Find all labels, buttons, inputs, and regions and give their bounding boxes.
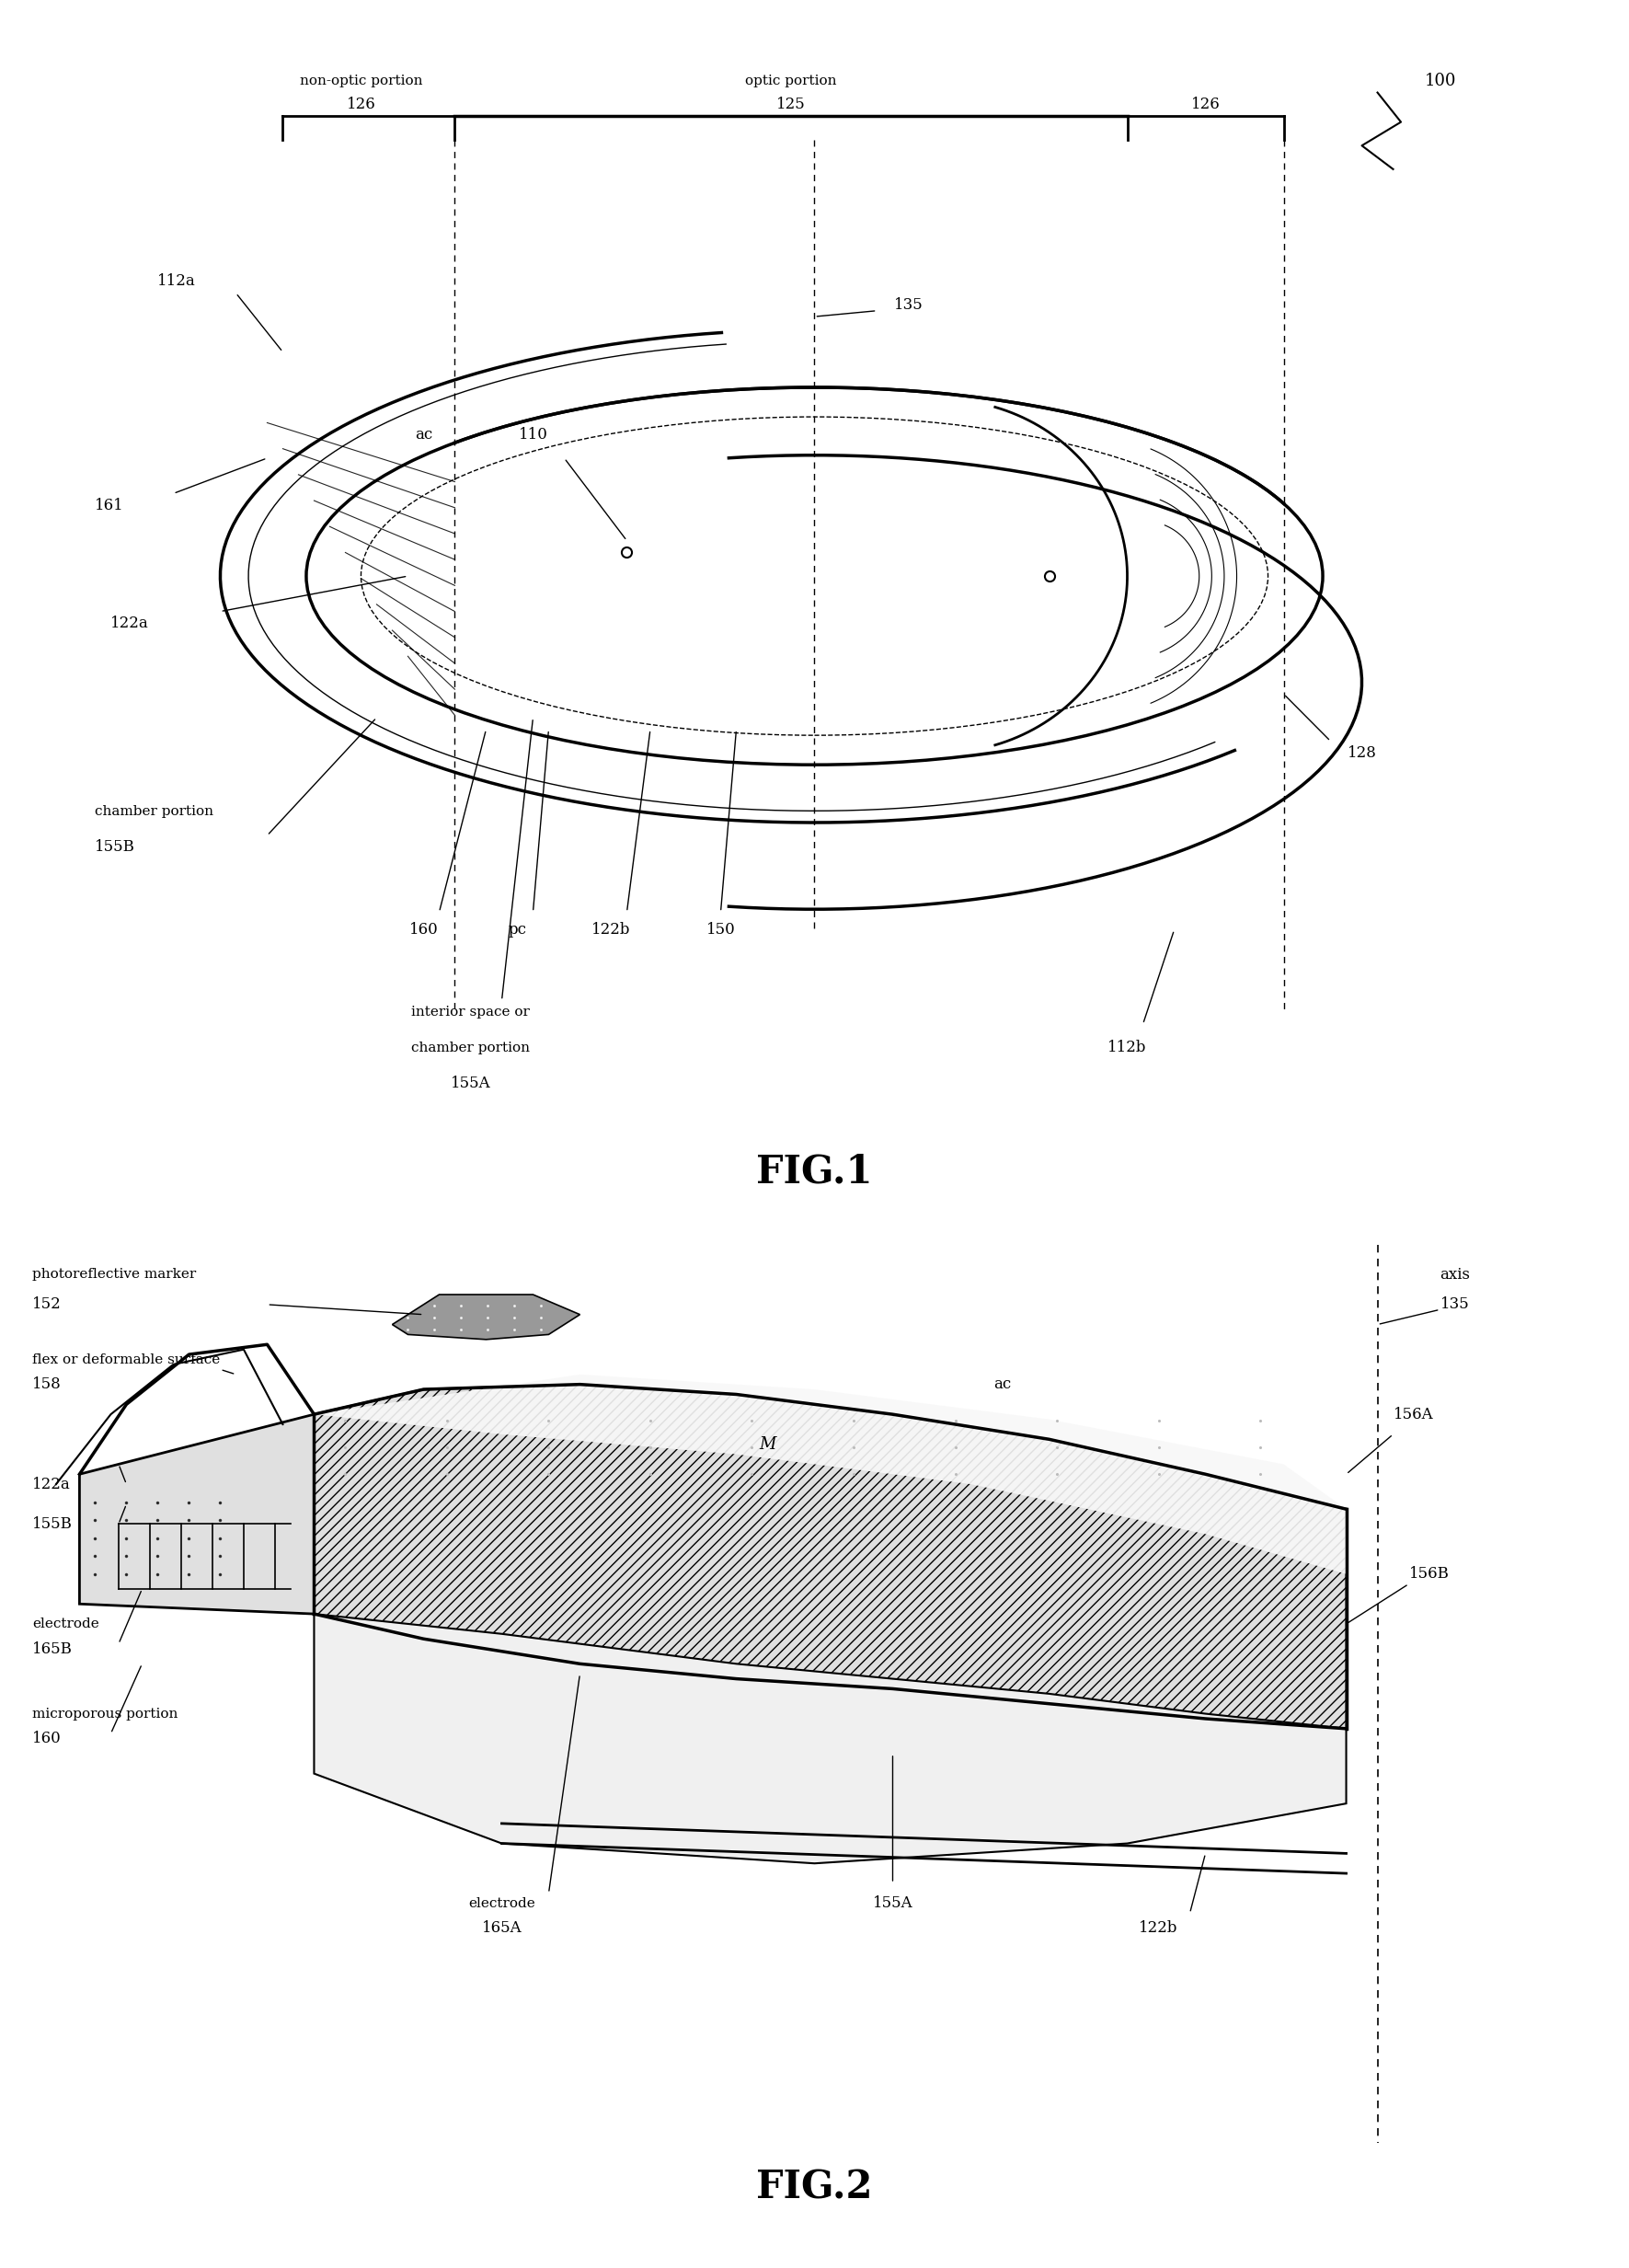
Text: electrode: electrode <box>33 1617 99 1631</box>
Text: 156B: 156B <box>1409 1567 1450 1581</box>
Text: ac: ac <box>415 426 432 442</box>
Text: M: M <box>759 1436 775 1452</box>
Text: 128: 128 <box>1347 746 1377 760</box>
Text: 156A: 156A <box>1393 1406 1434 1422</box>
Text: 126: 126 <box>1191 98 1220 111</box>
Text: FIG.1: FIG.1 <box>756 1152 873 1191</box>
Text: 160: 160 <box>409 923 438 937</box>
Text: interior space or: interior space or <box>411 1007 529 1018</box>
Polygon shape <box>314 1615 1346 1864</box>
Text: flex or deformable surface: flex or deformable surface <box>33 1354 220 1365</box>
Text: 165B: 165B <box>33 1642 73 1656</box>
Text: chamber portion: chamber portion <box>411 1041 529 1055</box>
Text: optic portion: optic portion <box>746 75 837 86</box>
Text: FIG.2: FIG.2 <box>756 2168 873 2207</box>
Text: 155A: 155A <box>873 1896 912 1912</box>
Text: 155A: 155A <box>450 1075 490 1091</box>
Text: 150: 150 <box>705 923 735 937</box>
Text: 112b: 112b <box>1108 1041 1147 1055</box>
Polygon shape <box>80 1415 314 1615</box>
Text: 155B: 155B <box>33 1517 73 1531</box>
Text: 122b: 122b <box>1139 1921 1178 1937</box>
Polygon shape <box>314 1383 1346 1728</box>
Text: 122a: 122a <box>33 1476 72 1492</box>
Text: 135: 135 <box>894 297 924 313</box>
Text: 160: 160 <box>33 1730 62 1746</box>
Text: 161: 161 <box>94 497 124 513</box>
Text: 135: 135 <box>1440 1297 1469 1313</box>
Text: 165A: 165A <box>482 1921 521 1937</box>
Text: 122b: 122b <box>591 923 630 937</box>
Text: 152: 152 <box>33 1297 62 1313</box>
Text: 126: 126 <box>347 98 376 111</box>
Text: 100: 100 <box>1424 73 1456 88</box>
Text: ac: ac <box>994 1377 1012 1393</box>
Text: 112a: 112a <box>158 274 195 288</box>
Text: 125: 125 <box>777 98 806 111</box>
Polygon shape <box>393 1295 580 1340</box>
Text: electrode: electrode <box>468 1896 536 1910</box>
Text: axis: axis <box>1440 1268 1471 1281</box>
Text: photoreflective marker: photoreflective marker <box>33 1268 197 1281</box>
Text: 122a: 122a <box>111 615 150 631</box>
Polygon shape <box>314 1374 1346 1574</box>
Text: 158: 158 <box>33 1377 62 1393</box>
Text: 155B: 155B <box>94 839 135 855</box>
Text: chamber portion: chamber portion <box>94 805 213 819</box>
Text: non-optic portion: non-optic portion <box>300 75 422 86</box>
Text: 110: 110 <box>518 426 547 442</box>
Text: pc: pc <box>508 923 526 937</box>
Text: microporous portion: microporous portion <box>33 1708 178 1719</box>
